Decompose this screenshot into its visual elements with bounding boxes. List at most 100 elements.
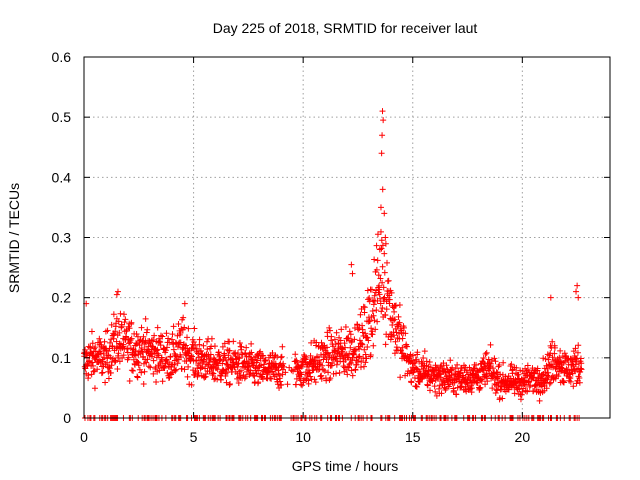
data-point	[374, 318, 381, 325]
data-point	[318, 375, 325, 382]
data-point	[370, 342, 377, 349]
data-point	[456, 370, 463, 377]
data-point	[391, 316, 398, 323]
data-point	[545, 369, 552, 376]
data-point	[378, 150, 385, 157]
data-point	[115, 318, 122, 325]
data-point	[133, 340, 140, 347]
data-point	[576, 374, 583, 381]
data-point	[343, 367, 350, 374]
data-point	[371, 256, 378, 263]
data-point	[329, 360, 336, 367]
data-point	[138, 324, 145, 331]
data-point	[260, 352, 267, 359]
data-point	[154, 346, 161, 353]
data-point	[306, 370, 313, 377]
data-point	[138, 344, 145, 351]
data-point	[196, 341, 203, 348]
data-point	[567, 378, 574, 385]
data-point	[235, 380, 242, 387]
data-point	[138, 369, 145, 376]
data-point	[452, 365, 459, 372]
data-point	[210, 370, 217, 377]
data-point	[110, 335, 117, 342]
data-point	[273, 371, 280, 378]
data-point	[163, 330, 170, 337]
data-point	[235, 354, 242, 361]
data-point	[366, 298, 373, 305]
data-point	[312, 379, 319, 386]
data-point	[195, 354, 202, 361]
data-point	[136, 366, 143, 373]
data-point	[174, 353, 181, 360]
data-point	[348, 367, 355, 374]
data-point	[249, 360, 256, 367]
data-point	[90, 362, 97, 369]
data-point	[516, 386, 523, 393]
data-point	[383, 306, 390, 313]
data-point	[223, 379, 230, 386]
data-point	[376, 291, 383, 298]
data-point	[302, 375, 309, 382]
data-point	[159, 333, 166, 340]
data-point	[370, 312, 377, 319]
data-point	[99, 369, 106, 376]
data-point	[345, 364, 352, 371]
data-point	[128, 367, 135, 374]
data-point	[368, 325, 375, 332]
data-point	[236, 339, 243, 346]
data-point	[396, 302, 403, 309]
data-point	[354, 359, 361, 366]
data-point	[222, 366, 229, 373]
data-point	[371, 317, 378, 324]
data-point	[574, 349, 581, 356]
data-point	[364, 334, 371, 341]
data-point	[381, 250, 388, 257]
data-point	[378, 308, 385, 315]
data-point	[437, 374, 444, 381]
data-point	[357, 311, 364, 318]
data-point	[196, 336, 203, 343]
data-point	[477, 384, 484, 391]
data-point	[223, 357, 230, 364]
data-point	[410, 360, 417, 367]
data-point	[381, 269, 388, 276]
data-point	[399, 335, 406, 342]
data-point	[517, 367, 524, 374]
data-point	[180, 314, 187, 321]
data-point	[424, 382, 431, 389]
data-point	[487, 341, 494, 348]
data-point	[349, 355, 356, 362]
data-point	[175, 321, 182, 328]
data-point	[536, 397, 543, 404]
data-point	[237, 367, 244, 374]
data-point	[112, 357, 119, 364]
data-point	[169, 331, 176, 338]
data-point	[382, 234, 389, 241]
data-point	[432, 388, 439, 395]
data-point	[105, 348, 112, 355]
data-point	[497, 371, 504, 378]
data-point	[236, 355, 243, 362]
data-point	[98, 370, 105, 377]
data-point	[140, 380, 147, 387]
data-point	[173, 366, 180, 373]
data-point	[369, 331, 376, 338]
data-point	[575, 342, 582, 349]
data-point	[120, 311, 127, 318]
data-point	[479, 358, 486, 365]
data-point	[126, 378, 133, 385]
data-point	[143, 329, 150, 336]
data-point	[278, 381, 285, 388]
data-point	[162, 347, 169, 354]
data-point	[101, 338, 108, 345]
data-point	[378, 237, 385, 244]
data-point	[344, 371, 351, 378]
data-point	[214, 366, 221, 373]
data-point	[184, 373, 191, 380]
data-point	[305, 380, 312, 387]
data-point	[577, 365, 584, 372]
data-point	[349, 270, 356, 277]
data-point	[369, 307, 376, 314]
data-point	[120, 352, 127, 359]
